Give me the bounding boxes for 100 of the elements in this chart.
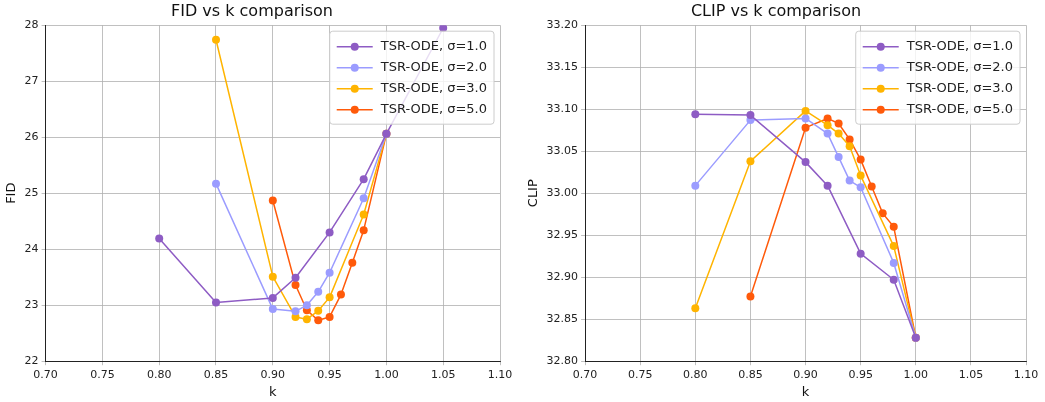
point: [823, 181, 832, 190]
x-tick-label: 0.75: [627, 367, 653, 381]
legend-label: TSR-ODE, σ=2.0: [379, 59, 487, 75]
x-tick-label: 1.00: [903, 367, 929, 381]
y-tick-label: 33.00: [546, 186, 579, 200]
x-tick-label: 1.10: [1013, 367, 1039, 381]
point: [291, 307, 300, 316]
x-tick-label: 0.90: [260, 367, 286, 381]
point: [359, 226, 368, 235]
y-tick-label: 32.85: [546, 312, 579, 326]
y-tick-label: 32.90: [546, 270, 579, 284]
point: [801, 123, 810, 132]
point: [889, 242, 898, 251]
point: [845, 142, 854, 151]
point: [268, 272, 277, 281]
point: [268, 196, 277, 205]
y-tick-label: 25: [24, 186, 39, 200]
point: [291, 281, 300, 290]
x-tick-label: 1.00: [374, 367, 399, 381]
y-tick-label: 33.15: [546, 60, 579, 74]
y-tick-label: 26: [24, 130, 39, 144]
point: [834, 119, 843, 128]
y-tick-label: 22: [24, 354, 39, 368]
y-axis-title: FID: [3, 182, 19, 204]
y-tick-label: 33.10: [546, 102, 579, 116]
y-tick-label: 33.20: [546, 18, 579, 32]
x-tick-label: 1.05: [958, 367, 984, 381]
point: [359, 210, 368, 219]
y-tick-label: 27: [24, 74, 39, 88]
point: [845, 176, 854, 185]
x-tick-label: 0.75: [90, 367, 115, 381]
point: [801, 158, 810, 167]
chart-title: FID vs k comparison: [171, 0, 333, 20]
point: [314, 316, 323, 325]
point: [268, 293, 277, 302]
point: [889, 222, 898, 231]
legend-label: TSR-ODE, σ=2.0: [905, 59, 1013, 75]
point: [691, 110, 700, 119]
y-tick-label: 32.95: [546, 228, 579, 242]
point: [291, 273, 300, 282]
point: [348, 258, 357, 267]
point: [691, 181, 700, 190]
point: [823, 121, 832, 130]
x-tick-label: 1.10: [487, 367, 513, 381]
point: [746, 292, 755, 301]
point: [889, 275, 898, 284]
point: [867, 182, 876, 191]
point: [302, 301, 311, 310]
x-tick-label: 0.80: [146, 367, 172, 381]
x-tick-label: 0.95: [848, 367, 873, 381]
legend-label: TSR-ODE, σ=5.0: [905, 101, 1013, 117]
point: [359, 175, 368, 184]
point: [834, 153, 843, 162]
point: [212, 179, 220, 188]
legend-label: TSR-ODE, σ=3.0: [905, 80, 1013, 96]
point: [856, 155, 865, 164]
point: [856, 249, 865, 258]
point: [268, 305, 277, 314]
legend-label: TSR-ODE, σ=1.0: [379, 38, 487, 54]
x-tick-label: 0.70: [33, 367, 58, 381]
point: [856, 183, 865, 192]
point: [691, 304, 700, 313]
point: [325, 293, 334, 302]
y-tick-label: 33.05: [546, 144, 579, 158]
point: [325, 268, 334, 277]
point: [314, 287, 323, 296]
point: [801, 106, 810, 115]
point: [359, 194, 368, 203]
x-tick-label: 0.70: [572, 367, 598, 381]
x-axis-title: k: [801, 383, 810, 399]
y-tick-label: 28: [24, 18, 39, 32]
point: [878, 209, 887, 218]
point: [336, 290, 345, 299]
y-axis-title: CLIP: [525, 179, 541, 208]
y-tick-label: 23: [24, 298, 39, 312]
y-tick-label: 24: [24, 242, 39, 256]
legend-label: TSR-ODE, σ=3.0: [379, 80, 487, 96]
point: [746, 111, 755, 120]
x-tick-label: 0.85: [203, 367, 229, 381]
point: [746, 157, 755, 166]
point: [314, 306, 323, 315]
point: [889, 258, 898, 267]
x-tick-label: 0.85: [738, 367, 763, 381]
point: [823, 114, 832, 123]
x-tick-label: 0.80: [683, 367, 708, 381]
point: [212, 35, 220, 44]
point: [834, 129, 843, 138]
point: [302, 315, 311, 324]
y-tick-label: 32.80: [546, 354, 579, 368]
point: [856, 171, 865, 180]
x-tick-label: 0.90: [793, 367, 818, 381]
chart-title: CLIP vs k comparison: [690, 0, 862, 20]
legend-label: TSR-ODE, σ=5.0: [379, 101, 487, 117]
legend-label: TSR-ODE, σ=1.0: [905, 38, 1013, 54]
point: [801, 114, 810, 123]
point: [823, 129, 832, 138]
x-tick-label: 0.95: [317, 367, 342, 381]
point: [212, 298, 220, 307]
point: [325, 228, 334, 237]
x-tick-label: 1.05: [430, 367, 456, 381]
